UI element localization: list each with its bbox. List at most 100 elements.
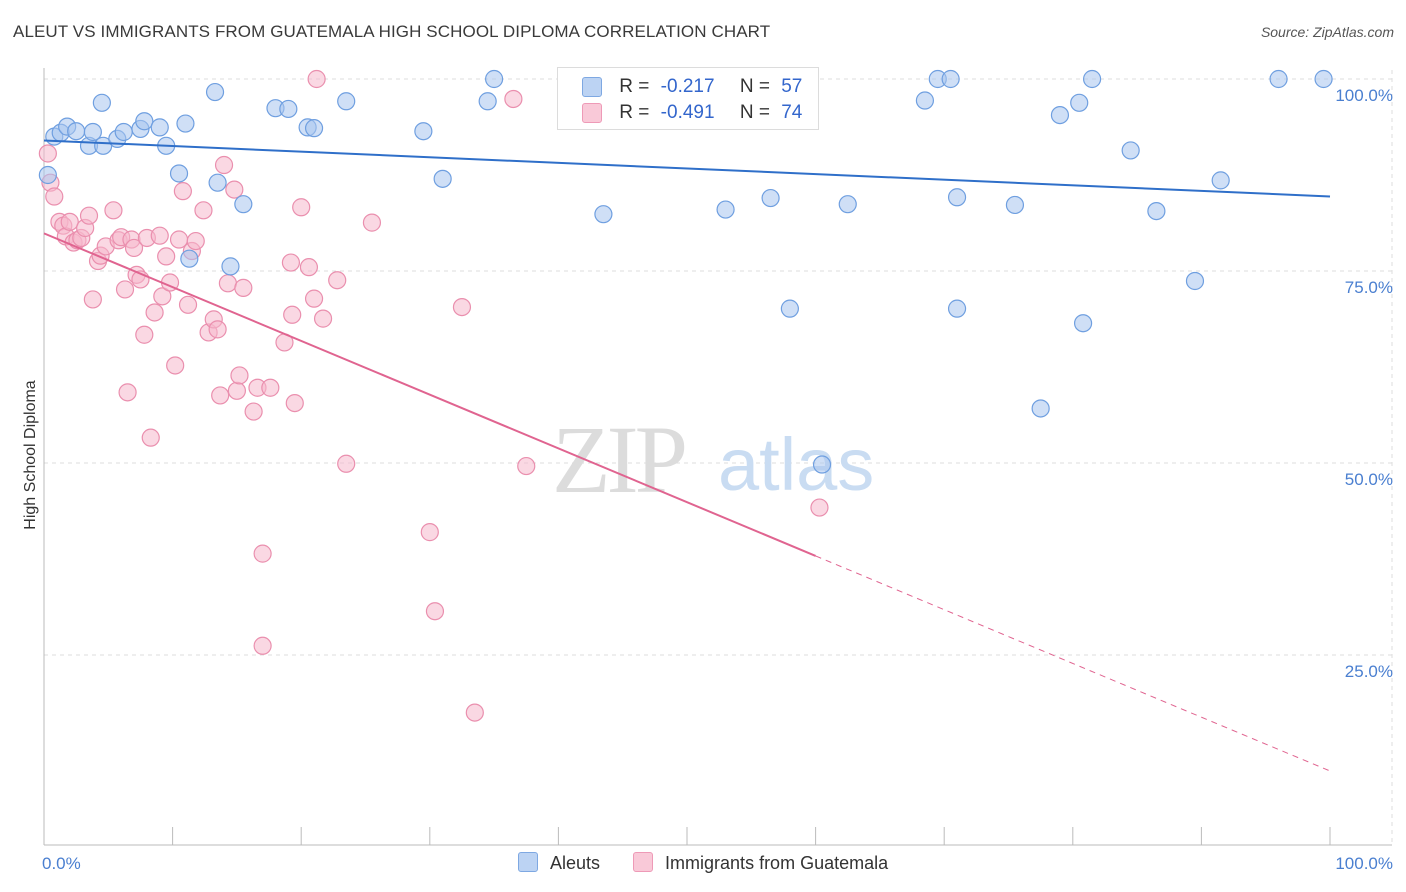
guatemala-point — [60, 212, 79, 231]
guatemala-point — [208, 320, 227, 339]
aleut-point — [150, 118, 169, 137]
aleut-point — [67, 122, 86, 141]
legend-swatch-guatemala — [582, 102, 602, 123]
x-tick-label: 0.0% — [42, 854, 81, 873]
y-tick-label: 25.0% — [1345, 662, 1393, 681]
legend-row-guatemala: R = -0.491 N = 74 — [582, 102, 802, 126]
guatemala-point — [292, 198, 311, 217]
guatemala-point — [425, 602, 445, 621]
legend-n-value: 74 — [781, 102, 803, 123]
guatemala-point — [194, 201, 213, 220]
aleut-point — [1185, 271, 1205, 291]
aleut-trend-line — [43, 139, 1331, 198]
aleut-point — [180, 249, 199, 268]
legend-swatch-guatemala — [633, 852, 654, 872]
guatemala-point — [504, 89, 523, 109]
guatemala-point — [299, 258, 319, 277]
guatemala-point — [281, 253, 301, 272]
trend-layer — [43, 139, 1331, 772]
legend-r-value: -0.491 — [660, 102, 715, 123]
aleut-point — [1121, 141, 1140, 160]
guatemala-point — [157, 247, 176, 266]
guatemala-point — [420, 523, 439, 542]
aleut-point — [83, 122, 102, 142]
aleut-point — [1082, 69, 1102, 89]
guatemala-point — [153, 287, 172, 306]
guatemala-point — [465, 703, 484, 722]
guatemala-point — [135, 325, 154, 344]
legend-label-guatemala: Immigrants from Guatemala — [665, 853, 889, 873]
guatemala-point — [83, 290, 102, 309]
guatemala-point — [328, 271, 347, 290]
guatemala-point — [38, 144, 57, 163]
y-tick-label: 50.0% — [1345, 470, 1393, 489]
guatemala-trend-line — [43, 232, 816, 557]
legend-r-value: -0.217 — [660, 76, 715, 97]
chart-title: ALEUT VS IMMIGRANTS FROM GUATEMALA HIGH … — [13, 22, 771, 41]
guatemala-point — [178, 295, 198, 314]
y-axis-label: High School Diploma — [22, 380, 39, 530]
guatemala-point — [261, 378, 280, 397]
watermark-zip: ZIP — [552, 406, 685, 513]
legend-n-label: N = — [739, 76, 770, 97]
aleut-point — [1269, 69, 1288, 89]
aleut-point — [176, 114, 195, 133]
guatemala-point — [150, 226, 169, 245]
guatemala-point — [230, 366, 249, 385]
aleut-point — [414, 122, 433, 141]
guatemala-point — [307, 69, 326, 89]
guatemala-point — [115, 280, 135, 299]
guatemala-point — [304, 289, 324, 308]
guatemala-point — [244, 402, 263, 421]
aleut-point — [1211, 171, 1230, 190]
y-tick-label: 100.0% — [1335, 86, 1393, 105]
aleut-point — [1314, 69, 1333, 89]
aleut-point — [594, 205, 613, 224]
guatemala-point — [214, 155, 234, 175]
aleut-point — [208, 173, 227, 192]
aleut-point — [1005, 195, 1025, 215]
guatemala-point — [253, 636, 272, 655]
aleut-point — [279, 99, 298, 119]
legend-swatch-aleuts — [518, 852, 538, 872]
legend-n-label: N = — [739, 102, 770, 123]
grid-layer — [44, 70, 1393, 845]
guatemala-point — [362, 213, 382, 232]
chart-source: Source: ZipAtlas.com — [1260, 24, 1394, 40]
aleut-point — [947, 299, 967, 318]
guatemala-point — [45, 187, 64, 206]
aleut-point — [92, 93, 111, 112]
legend-r-label: R = — [619, 76, 650, 97]
aleut-point — [947, 188, 967, 207]
aleut-point — [169, 164, 189, 183]
guatemala-point — [337, 454, 356, 473]
points-layer — [38, 69, 1333, 722]
guatemala-point — [517, 456, 536, 476]
aleut-point — [838, 195, 857, 214]
x-tick-label: 100.0% — [1335, 854, 1393, 873]
series-legend: Aleuts Immigrants from Guatemala — [518, 852, 916, 874]
guatemala-point — [141, 428, 160, 447]
aleut-point — [478, 92, 497, 111]
aleut-point — [761, 188, 780, 208]
guatemala-point — [145, 303, 164, 322]
aleut-point — [38, 165, 57, 185]
guatemala-point — [104, 201, 123, 220]
watermark: ZIP atlas — [552, 406, 874, 513]
aleut-point — [114, 122, 133, 142]
guatemala-point — [173, 182, 192, 201]
guatemala-point — [313, 309, 333, 328]
guatemala-point — [211, 386, 230, 405]
guatemala-point — [285, 393, 304, 413]
aleut-point — [485, 69, 504, 89]
guatemala-point — [810, 498, 829, 517]
guatemala-point — [118, 383, 137, 402]
aleut-point — [941, 69, 960, 89]
legend-r-label: R = — [619, 102, 650, 123]
legend-row-aleuts: R = -0.217 N = 57 — [582, 76, 802, 100]
legend-swatch-aleuts — [582, 76, 602, 97]
guatemala-point — [227, 381, 246, 400]
aleut-point — [780, 299, 799, 318]
guatemala-point — [283, 305, 302, 324]
